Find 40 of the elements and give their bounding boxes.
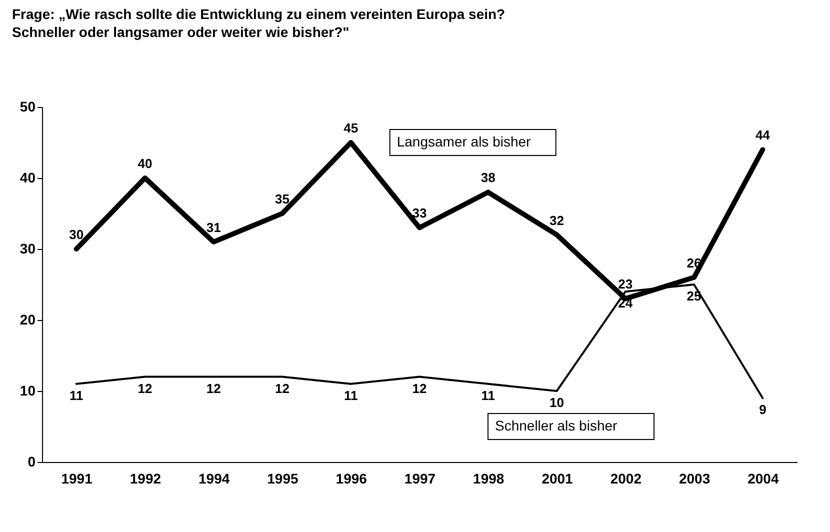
data-label: 12 — [412, 380, 427, 396]
data-label: 38 — [480, 170, 496, 186]
x-tick-label: 1991 — [61, 470, 93, 486]
data-label: 31 — [206, 220, 221, 235]
data-label: 33 — [412, 206, 427, 221]
y-tick-label: 40 — [20, 170, 36, 186]
x-tick-label: 1997 — [404, 470, 436, 486]
text: Langsamer als bisher — [396, 134, 532, 150]
x-tick-label: 1995 — [267, 470, 299, 486]
data-label: 23 — [618, 276, 633, 292]
data-label: 10 — [550, 395, 564, 410]
chart-subtitle: Schneller oder langsamer oder weiter wie bisher?" — [12, 24, 350, 40]
data-label: 11 — [69, 388, 84, 403]
data-label: 9 — [759, 402, 766, 418]
x-tick-label: 1998 — [473, 470, 504, 486]
y-tick-label: 10 — [20, 382, 36, 398]
data-label: 12 — [138, 380, 152, 396]
y-tick-label: 30 — [20, 240, 36, 256]
chart-title: Frage: „Wie rasch sollte die Entwicklung zu einem vereinten Europa sein? — [12, 6, 506, 22]
x-tick-label: 1992 — [130, 470, 162, 486]
x-tick-label: 1994 — [198, 470, 230, 486]
data-label: 32 — [550, 212, 564, 228]
data-label: 44 — [755, 128, 771, 143]
data-label: 30 — [69, 227, 84, 242]
y-tick-label: 0 — [28, 454, 36, 470]
x-tick-label: 2001 — [542, 470, 574, 486]
y-tick-label: 50 — [20, 98, 36, 114]
x-tick-label: 1996 — [336, 470, 368, 486]
text: Schneller als bisher — [495, 418, 618, 434]
data-label: 40 — [138, 156, 152, 171]
y-tick-label: 20 — [20, 312, 36, 328]
x-tick-label: 2002 — [610, 470, 642, 486]
data-label: 12 — [206, 380, 221, 396]
data-label: 12 — [274, 380, 290, 396]
data-label: 45 — [344, 120, 358, 136]
data-label: 35 — [274, 192, 290, 206]
data-label: 11 — [344, 388, 358, 403]
x-tick-label: 2003 — [678, 470, 710, 486]
data-label: 11 — [481, 388, 496, 403]
x-tick-label: 2004 — [748, 470, 779, 486]
